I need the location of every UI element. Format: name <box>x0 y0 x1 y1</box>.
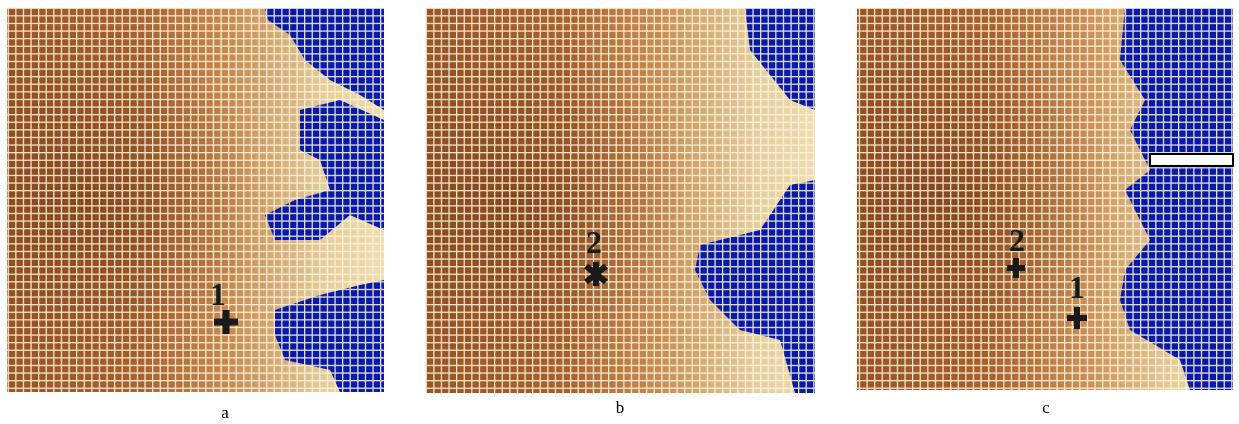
marker-label: 1 <box>1069 269 1085 305</box>
caption: b <box>616 398 625 417</box>
marker-label: 2 <box>1009 222 1025 258</box>
panel-b: 2 b <box>426 8 815 417</box>
marker-label: 1 <box>210 276 226 312</box>
figure: 1 a 2 b 2 1 c <box>0 0 1239 424</box>
caption: c <box>1042 398 1050 417</box>
panel-a: 1 a <box>7 8 384 422</box>
panel-c: 2 1 c <box>857 8 1233 417</box>
marker-label: 2 <box>586 224 602 260</box>
caption: a <box>221 403 229 422</box>
